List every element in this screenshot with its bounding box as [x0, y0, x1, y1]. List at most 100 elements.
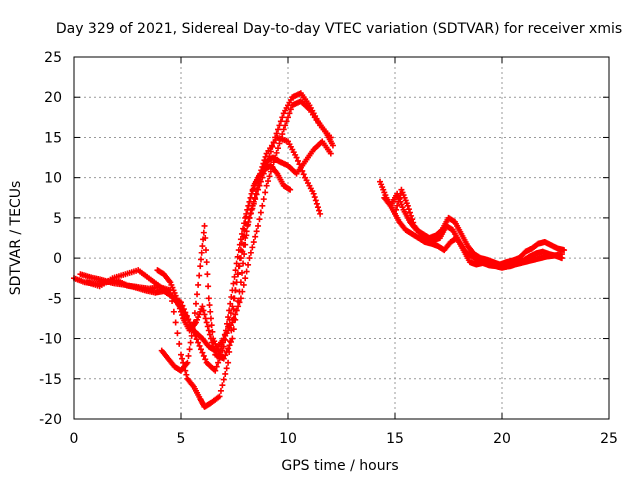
data-point [232, 311, 239, 318]
data-point [263, 182, 270, 189]
data-point [406, 209, 413, 216]
data-point [235, 303, 242, 310]
data-point [219, 339, 226, 346]
data-point [189, 326, 196, 333]
data-point [242, 275, 249, 282]
x-tick-label: 10 [279, 431, 297, 447]
data-point [222, 370, 229, 377]
data-point [207, 308, 214, 315]
data-point [255, 222, 262, 229]
data-point [216, 351, 223, 358]
data-point [275, 126, 282, 133]
data-point [205, 327, 212, 334]
data-point [174, 330, 181, 337]
data-point [196, 272, 203, 279]
data-point [287, 106, 294, 113]
y-tick-label: -10 [39, 332, 62, 348]
data-point [409, 216, 416, 223]
data-point [228, 293, 235, 300]
data-point [227, 300, 234, 307]
y-tick-label: 10 [44, 171, 62, 187]
data-point [213, 363, 220, 370]
data-point [245, 202, 252, 209]
data-point [327, 150, 334, 157]
data-point [252, 233, 259, 240]
data-point [294, 157, 301, 164]
chart-title: Day 329 of 2021, Sidereal Day-to-day VTE… [56, 21, 622, 37]
data-point [267, 148, 274, 155]
data-point [225, 359, 232, 366]
data-point [225, 314, 232, 321]
data-point [245, 218, 252, 225]
data-point [234, 253, 241, 260]
data-point [179, 355, 186, 362]
y-tick-label: 25 [44, 50, 62, 66]
data-point [312, 197, 319, 204]
data-point [247, 194, 254, 201]
data-point [227, 338, 234, 345]
x-tick-label: 25 [600, 431, 618, 447]
data-point [256, 216, 263, 223]
data-point [200, 307, 207, 314]
data-point [193, 336, 200, 343]
data-point [201, 311, 208, 318]
data-point [220, 355, 227, 362]
data-point [396, 194, 403, 201]
data-point [276, 140, 283, 147]
y-tick-label: 15 [44, 130, 62, 146]
data-point [176, 305, 183, 312]
data-point [244, 222, 251, 229]
data-point [243, 210, 250, 217]
data-point [314, 204, 321, 211]
data-point [222, 352, 229, 359]
data-point [286, 110, 293, 117]
data-point [204, 271, 211, 278]
data-point [241, 220, 248, 227]
data-point [244, 206, 251, 213]
data-point [230, 326, 237, 333]
data-point [201, 222, 208, 229]
data-point [195, 281, 202, 288]
data-point [178, 308, 184, 315]
y-tick-label: -5 [48, 291, 62, 307]
data-point [277, 135, 284, 142]
data-point [235, 298, 242, 305]
data-point [200, 352, 207, 359]
data-point [199, 303, 206, 310]
data-point [205, 295, 212, 302]
data-point [404, 202, 411, 209]
data-point [250, 239, 257, 246]
data-point [174, 298, 181, 305]
data-point [203, 319, 210, 326]
data-point [184, 359, 191, 366]
y-tick-label: 20 [44, 90, 62, 106]
data-point [226, 307, 233, 314]
data-point [240, 225, 247, 232]
data-point [199, 349, 206, 356]
data-point [329, 142, 336, 149]
data-point [262, 189, 269, 196]
data-point [235, 247, 242, 254]
data-point [188, 332, 195, 339]
data-point [192, 300, 199, 307]
data-point [207, 315, 214, 322]
data-point [217, 347, 224, 354]
data-point [245, 261, 252, 268]
data-point [230, 280, 237, 287]
data-point [243, 232, 250, 239]
data-point [202, 235, 209, 241]
data-point [172, 319, 179, 326]
data-point [206, 302, 213, 309]
series-track-h [392, 186, 565, 270]
data-point [204, 323, 211, 330]
data-point [178, 351, 184, 358]
data-point [311, 194, 318, 201]
data-point [232, 267, 239, 274]
data-point [173, 295, 180, 302]
data-point [273, 149, 280, 156]
data-point [282, 122, 289, 129]
y-tick-label: 5 [53, 211, 62, 227]
data-point [202, 315, 209, 322]
data-point [220, 376, 227, 383]
data-point [253, 228, 260, 235]
